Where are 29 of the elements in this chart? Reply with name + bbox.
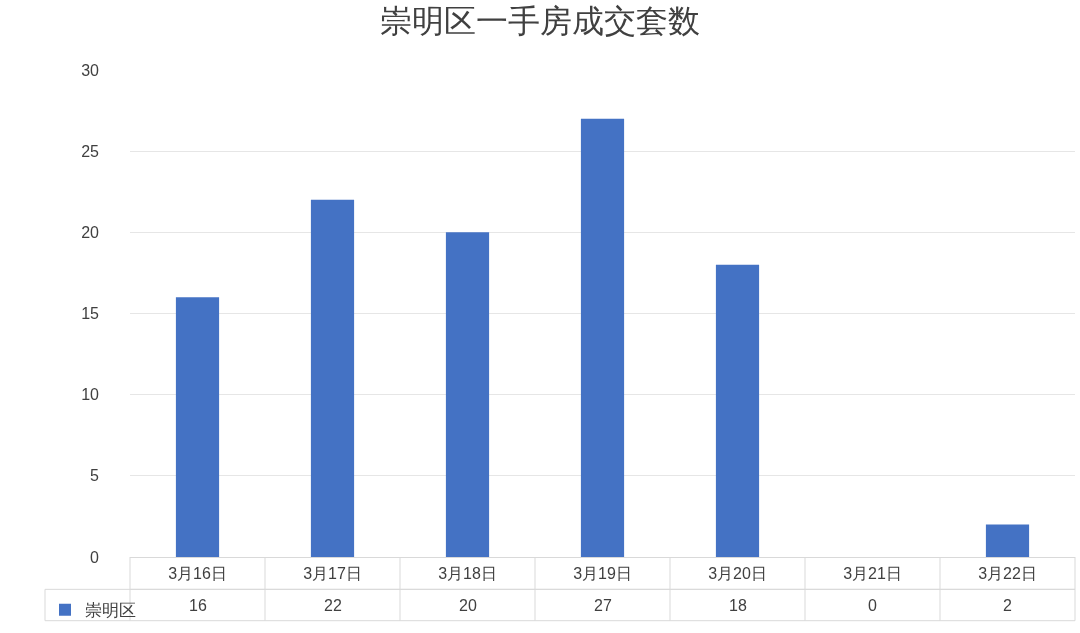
y-tick-label: 30 — [81, 61, 100, 79]
bar — [310, 199, 355, 557]
data-label: 2 — [1003, 597, 1012, 614]
x-tick-label: 3月22日 — [978, 565, 1037, 582]
y-tick-label: 10 — [81, 386, 100, 404]
x-tick-label: 3月19日 — [573, 565, 632, 582]
data-label: 22 — [324, 597, 342, 614]
data-label: 27 — [594, 597, 612, 614]
x-tick-label: 3月20日 — [708, 565, 767, 582]
y-tick-label: 0 — [90, 548, 100, 566]
data-label: 16 — [189, 597, 207, 614]
bar — [985, 524, 1030, 557]
chart-title: 崇明区一手房成交套数 — [380, 2, 700, 39]
y-tick-label: 15 — [81, 305, 100, 323]
bar — [715, 264, 760, 557]
data-label: 20 — [459, 597, 477, 614]
data-label: 0 — [868, 597, 877, 614]
x-tick-label: 3月21日 — [843, 565, 902, 582]
y-tick-label: 20 — [81, 223, 100, 241]
data-label: 18 — [729, 597, 747, 614]
x-tick-label: 3月18日 — [438, 565, 497, 582]
bar — [580, 118, 625, 557]
bar — [175, 297, 220, 557]
x-tick-label: 3月17日 — [303, 565, 362, 582]
y-tick-label: 5 — [90, 467, 100, 485]
legend-label: 崇明区 — [85, 601, 136, 621]
x-tick-label: 3月16日 — [168, 565, 227, 582]
y-tick-label: 25 — [81, 142, 100, 160]
bar — [445, 232, 490, 557]
